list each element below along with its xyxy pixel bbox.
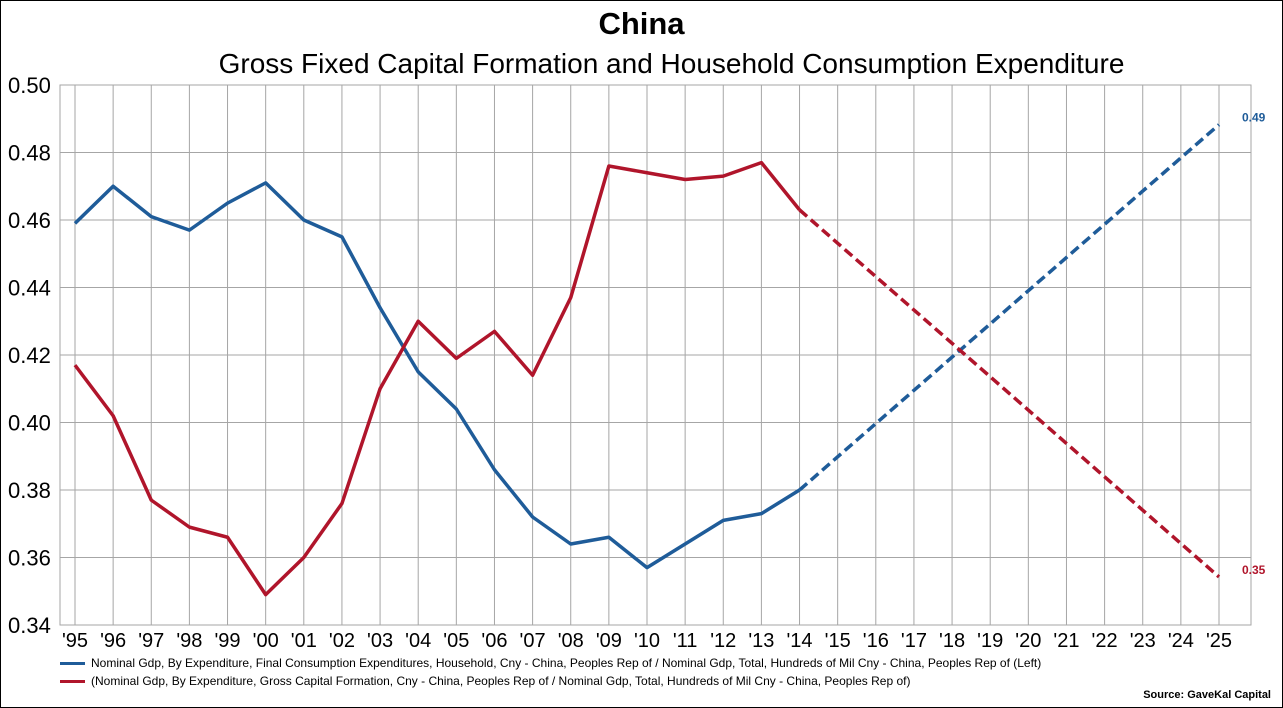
x-tick-label: '25	[1206, 630, 1232, 652]
x-tick-label: '14	[786, 630, 812, 652]
end-labels: 0.49 0.35	[1242, 111, 1266, 577]
x-tick-label: '96	[100, 630, 126, 652]
y-tick-label: 0.46	[8, 208, 51, 233]
x-tick-label: '12	[710, 630, 736, 652]
x-tick-label: '09	[596, 630, 622, 652]
legend-swatch-red	[60, 680, 85, 684]
x-tick-label: '11	[673, 630, 698, 652]
chart-title: China	[598, 6, 685, 41]
x-tick-label: '03	[367, 630, 393, 652]
source-note: Source: GaveKal Capital	[1143, 689, 1271, 701]
x-tick-label: '04	[405, 630, 431, 652]
y-tick-label: 0.38	[8, 478, 51, 503]
end-label-0: 0.49	[1242, 111, 1266, 125]
x-tick-label: '17	[901, 630, 927, 652]
y-tick-label: 0.40	[8, 411, 51, 436]
x-tick-label: '95	[62, 630, 88, 652]
chart-subtitle: Gross Fixed Capital Formation and Househ…	[218, 48, 1125, 79]
gridlines	[59, 84, 1252, 626]
x-tick-label: '22	[1092, 630, 1118, 652]
legend-label-capital-formation: (Nominal Gdp, By Expenditure, Gross Capi…	[91, 674, 911, 688]
x-tick-label: '19	[977, 630, 1003, 652]
x-tick-label: '07	[520, 630, 546, 652]
y-tick-label: 0.42	[8, 343, 51, 368]
legend-entry-capital-formation: (Nominal Gdp, By Expenditure, Gross Capi…	[60, 674, 910, 688]
x-tick-label: '18	[939, 630, 965, 652]
x-tick-label: '05	[443, 630, 469, 652]
x-tick-label: '20	[1015, 630, 1041, 652]
x-tick-label: '00	[253, 630, 279, 652]
legend-label-household: Nominal Gdp, By Expenditure, Final Consu…	[91, 656, 1042, 670]
x-tick-label: '21	[1053, 630, 1079, 652]
series-line-1	[73, 160, 801, 597]
series-projection-1	[798, 208, 1221, 579]
x-tick-label: '99	[214, 630, 240, 652]
x-tick-label: '10	[634, 630, 660, 652]
x-tick-label: '16	[863, 630, 889, 652]
x-tick-label: '08	[558, 630, 584, 652]
y-tick-label: 0.34	[8, 613, 51, 638]
x-tick-label: '97	[138, 630, 164, 652]
y-tick-label: 0.36	[8, 546, 51, 571]
y-tick-label: 0.48	[8, 141, 51, 166]
legend-entry-household: Nominal Gdp, By Expenditure, Final Consu…	[60, 656, 1041, 670]
x-tick-label: '02	[329, 630, 355, 652]
x-tick-label: '98	[176, 630, 202, 652]
y-tick-label: 0.44	[8, 276, 51, 301]
legend-swatch-blue	[60, 662, 85, 666]
series-projection-0	[798, 123, 1221, 492]
x-tick-label: '15	[825, 630, 851, 652]
x-tick-label: '23	[1130, 630, 1156, 652]
series-lines	[73, 123, 1221, 597]
y-tick-label: 0.50	[8, 73, 51, 98]
x-tick-label: '24	[1168, 630, 1194, 652]
x-tick-label: '06	[481, 630, 507, 652]
y-axis-ticks: 0.34 0.36 0.38 0.40 0.42 0.44 0.46 0.48 0.50	[8, 73, 51, 638]
x-tick-label: '01	[291, 630, 317, 652]
series-line-0	[73, 181, 801, 570]
x-axis-ticks: '95 '96 '97 '98 '99 '00 '01 '02 '03 '04 '05 '06 '07 '…	[62, 630, 1232, 652]
x-tick-label: '13	[748, 630, 774, 652]
end-label-1: 0.35	[1242, 563, 1266, 577]
